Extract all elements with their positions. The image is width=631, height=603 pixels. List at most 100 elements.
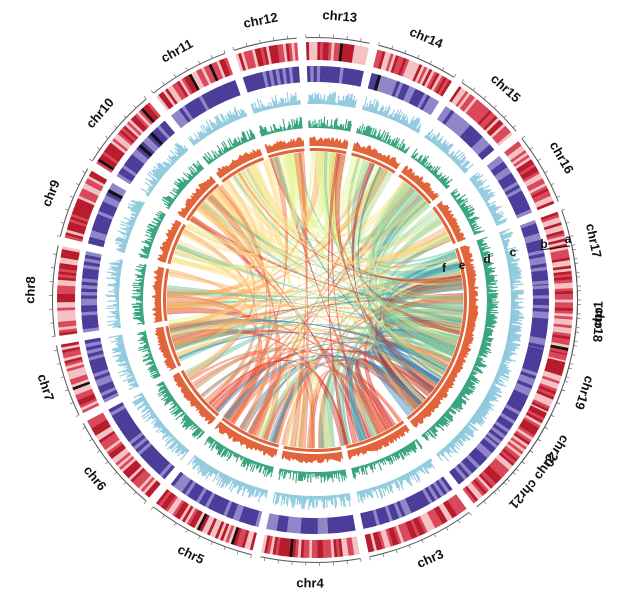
density-bin: [372, 532, 380, 551]
ideogram-band: [530, 266, 548, 273]
density-bin: [541, 375, 560, 385]
ideogram-band: [111, 407, 128, 419]
ideogram-band: [503, 407, 519, 419]
density-bin: [277, 44, 283, 63]
ideogram-band: [96, 213, 113, 223]
ideogram-band: [511, 392, 527, 403]
ideogram-band: [81, 304, 98, 309]
ideogram-band: [516, 379, 533, 390]
density-bin: [539, 383, 558, 393]
ideogram-band: [82, 327, 100, 333]
ideogram-band: [407, 495, 418, 512]
ideogram-band: [439, 107, 452, 124]
ideogram-band: [497, 172, 514, 185]
density-bin: [541, 214, 560, 223]
density-bin: [397, 524, 407, 543]
ideogram-band: [222, 83, 232, 100]
chromosome-label: chr6: [81, 463, 110, 494]
tick-mark: [566, 376, 570, 379]
density-bin: [169, 85, 183, 102]
link-ribbon: [344, 157, 426, 243]
density-bin: [265, 46, 273, 65]
track-d-histogram: [476, 236, 497, 288]
density-bin: [111, 447, 128, 462]
density-bin: [554, 307, 573, 312]
density-bin: [493, 127, 510, 142]
density-bin: [486, 465, 502, 481]
link-ribbon: [166, 296, 261, 421]
ideogram-band: [170, 471, 184, 487]
ideogram-band: [375, 508, 384, 525]
chromosome-segment-chr6: [82, 369, 220, 504]
track-f-ring: [167, 224, 186, 264]
ideogram-band: [262, 71, 269, 88]
ideogram-band: [242, 76, 251, 93]
ideogram-band: [346, 515, 353, 532]
tick-mark: [516, 468, 519, 472]
ideogram-band: [532, 295, 549, 299]
track-c-histogram: [424, 128, 474, 174]
density-bin: [322, 42, 327, 61]
density-bin: [79, 192, 97, 203]
tick-mark: [404, 49, 407, 53]
density-bin: [426, 71, 438, 89]
ideogram-band: [390, 503, 400, 520]
ideogram-band: [479, 146, 495, 161]
density-bin: [289, 538, 294, 557]
ideogram-band: [529, 332, 547, 339]
ideogram-band: [213, 87, 224, 104]
ideogram-band: [526, 349, 544, 357]
density-bin: [283, 538, 289, 557]
density-bin: [417, 515, 428, 534]
density-bin: [57, 287, 76, 292]
link-ribbon: [357, 166, 442, 379]
density-bin: [314, 41, 318, 61]
chromosome-segment-chr4: [260, 445, 362, 566]
ideogram-band: [468, 452, 483, 467]
ideogram-band: [367, 72, 376, 90]
density-bin: [552, 262, 571, 269]
density-bin: [346, 44, 352, 63]
ideogram-band: [532, 288, 549, 293]
density-bin: [61, 248, 80, 256]
density-bin: [453, 494, 467, 511]
density-bin: [246, 50, 254, 69]
density-bin: [546, 232, 565, 241]
ideogram-band: [204, 92, 215, 108]
density-bin: [405, 60, 415, 79]
ideogram-band: [278, 68, 285, 85]
ideogram-band: [427, 485, 439, 501]
density-bin: [235, 53, 244, 72]
link-ribbon: [168, 319, 420, 409]
density-bin: [424, 512, 436, 530]
ticks-ring: [305, 37, 370, 44]
density-bin: [99, 156, 116, 169]
ideogram-band: [275, 68, 282, 86]
ideogram-band: [151, 456, 166, 471]
density-bin: [426, 511, 438, 529]
density-bin: [400, 58, 410, 77]
density-bin: [550, 251, 569, 258]
chromosome-segment-chr3: [345, 420, 472, 561]
ideogram-band: [507, 190, 524, 202]
ideogram-band: [456, 463, 470, 478]
density-bin: [517, 161, 535, 174]
ideogram-band: [269, 513, 276, 531]
density-bin: [118, 455, 135, 470]
tick-mark: [173, 522, 176, 526]
density-bin: [65, 232, 84, 240]
tick-mark: [497, 488, 500, 492]
density-bin: [82, 185, 100, 196]
density-bin: [447, 498, 460, 516]
ideogram-band: [120, 421, 136, 434]
ticks-ring: [521, 414, 552, 462]
density-bin: [520, 421, 538, 434]
density-bin: [397, 57, 407, 76]
track-c-histogram: [451, 425, 475, 446]
ideogram-band: [444, 111, 458, 127]
ideogram-band: [90, 362, 108, 371]
ideogram-band: [403, 85, 413, 102]
ideogram-band: [198, 489, 210, 505]
density-bin: [463, 97, 478, 114]
density-bin: [74, 203, 93, 213]
